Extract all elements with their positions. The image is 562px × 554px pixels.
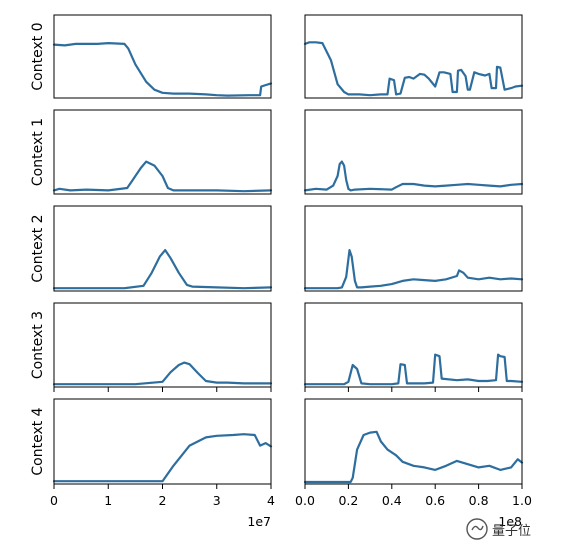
panel-frame (304, 398, 523, 485)
panel-frame (53, 14, 272, 99)
x-multiplier-label: 1e7 (247, 514, 271, 529)
row-label: Context 3 (30, 311, 46, 379)
row-label: Context 0 (30, 22, 46, 90)
watermark-text: 量子位 (492, 523, 532, 539)
x-tick-label: 2 (159, 493, 167, 508)
series-line-0 (52, 160, 273, 193)
x-tick-label: 0.6 (425, 493, 445, 508)
panel-frame (53, 109, 272, 195)
series-line-0 (303, 249, 524, 290)
x-tick-label: 0.8 (469, 493, 489, 508)
x-tick-label: 0.2 (338, 493, 358, 508)
panel-row3-col0: Context 3 (30, 302, 273, 392)
watermark-logo-icon (466, 518, 488, 540)
series-line-0 (303, 41, 524, 97)
panel-row2-col1 (303, 205, 524, 292)
series-line-0 (52, 433, 273, 483)
series-line-0 (52, 361, 273, 386)
panel-frame (53, 205, 272, 292)
panel-frame (304, 302, 523, 388)
panel-row4-col1: 0.0 0.2 0.4 0.6 0.8 1.0 1e8 (295, 398, 532, 529)
panel-frame (53, 398, 272, 485)
series-line-0 (52, 42, 273, 97)
x-tick-label: 1 (104, 493, 112, 508)
panel-row3-col1 (303, 302, 524, 392)
series-line-0 (303, 160, 524, 192)
panel-frame (53, 302, 272, 388)
x-tick-label: 0.0 (295, 493, 315, 508)
series-line-0 (303, 353, 524, 386)
row-label: Context 4 (30, 407, 46, 475)
panel-frame (304, 14, 523, 99)
row-label: Context 1 (30, 118, 46, 186)
x-tick-label: 0.4 (382, 493, 402, 508)
panel-row4-col0: 0 1 2 3 4 1e7 Context 4 (30, 398, 275, 529)
x-tick-label: 1.0 (512, 493, 532, 508)
x-tick-label: 4 (267, 493, 275, 508)
panel-frame (304, 205, 523, 292)
row-label: Context 2 (30, 214, 46, 282)
panel-row2-col0: Context 2 (30, 205, 273, 292)
panel-row0-col0: Context 0 (30, 14, 273, 99)
watermark: 量子位 (466, 518, 531, 540)
panel-row0-col1 (303, 14, 524, 99)
panel-row1-col1 (303, 109, 524, 195)
x-tick-label: 3 (213, 493, 221, 508)
series-line-0 (52, 249, 273, 290)
x-tick-label: 0 (50, 493, 58, 508)
panel-frame (304, 109, 523, 195)
series-line-0 (303, 430, 524, 484)
x-multiplier-label: 1e8 (498, 514, 522, 529)
panel-row1-col0: Context 1 (30, 109, 273, 195)
